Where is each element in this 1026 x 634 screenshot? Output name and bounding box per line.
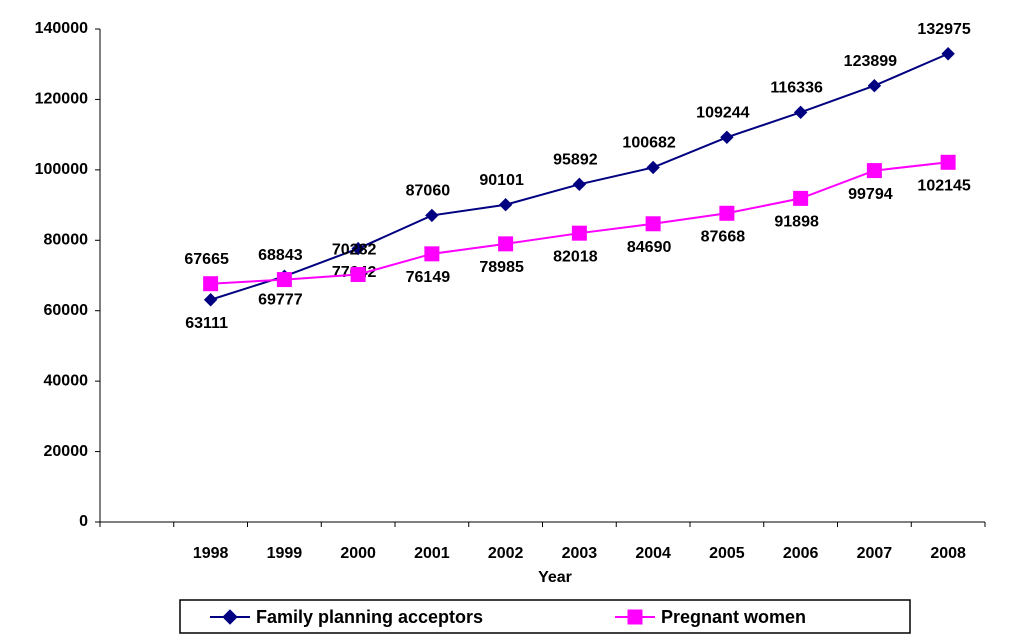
marker bbox=[646, 160, 660, 175]
x-tick-label: 2005 bbox=[709, 545, 745, 562]
data-label: 102145 bbox=[917, 178, 970, 195]
marker bbox=[572, 177, 587, 192]
marker bbox=[276, 272, 292, 288]
legend-marker bbox=[627, 609, 643, 625]
data-label: 123899 bbox=[844, 53, 897, 70]
data-label: 82018 bbox=[553, 248, 598, 265]
marker bbox=[793, 190, 809, 206]
marker bbox=[940, 154, 956, 170]
x-tick-label: 2007 bbox=[857, 545, 893, 562]
data-label: 99794 bbox=[848, 186, 893, 203]
marker bbox=[720, 130, 734, 145]
y-tick-label: 60000 bbox=[44, 302, 89, 319]
marker bbox=[424, 246, 440, 262]
marker bbox=[203, 293, 218, 307]
marker bbox=[719, 205, 735, 221]
x-tick-label: 2002 bbox=[488, 545, 524, 562]
x-tick-label: 2004 bbox=[635, 545, 671, 562]
marker bbox=[425, 208, 439, 223]
y-tick-label: 40000 bbox=[44, 372, 89, 389]
data-label: 63111 bbox=[185, 315, 228, 332]
data-label: 67665 bbox=[184, 251, 229, 268]
marker bbox=[941, 47, 955, 61]
x-tick-label: 1999 bbox=[267, 545, 303, 562]
data-label: 69777 bbox=[258, 292, 303, 309]
marker bbox=[793, 105, 808, 120]
x-tick-label: 2001 bbox=[414, 545, 450, 562]
y-tick-label: 20000 bbox=[44, 443, 89, 460]
data-label: 132975 bbox=[917, 21, 970, 38]
x-tick-label: 2006 bbox=[783, 545, 819, 562]
data-label: 76149 bbox=[406, 269, 451, 286]
x-tick-label: 2000 bbox=[340, 545, 376, 562]
data-label: 68843 bbox=[258, 247, 303, 264]
y-tick-label: 140000 bbox=[35, 20, 88, 37]
data-label: 116336 bbox=[770, 80, 823, 97]
x-tick-label: 1998 bbox=[193, 545, 229, 562]
marker bbox=[866, 163, 882, 179]
marker bbox=[867, 78, 882, 93]
y-tick-label: 100000 bbox=[35, 161, 88, 178]
marker bbox=[350, 267, 366, 283]
data-label: 100682 bbox=[622, 135, 675, 152]
data-label: 70282 bbox=[332, 242, 377, 259]
data-label: 109244 bbox=[696, 105, 749, 122]
y-tick-label: 0 bbox=[79, 513, 88, 530]
marker bbox=[351, 241, 365, 256]
marker bbox=[645, 216, 661, 232]
legend-label: Pregnant women bbox=[661, 607, 806, 627]
marker bbox=[498, 198, 513, 212]
legend-box bbox=[179, 599, 911, 634]
y-tick-label: 80000 bbox=[44, 232, 89, 249]
data-label: 87668 bbox=[701, 229, 746, 246]
y-tick-label: 120000 bbox=[35, 91, 88, 108]
data-label: 78985 bbox=[479, 259, 524, 276]
data-label: 95892 bbox=[553, 152, 598, 169]
marker bbox=[571, 225, 587, 241]
marker bbox=[498, 236, 514, 252]
data-label: 90101 bbox=[479, 172, 524, 189]
data-label: 91898 bbox=[774, 214, 819, 231]
legend-label: Family planning acceptors bbox=[256, 607, 483, 627]
data-label: 84690 bbox=[627, 239, 672, 256]
x-tick-label: 2003 bbox=[562, 545, 598, 562]
legend-marker bbox=[222, 609, 238, 625]
x-axis-label: Year bbox=[538, 569, 572, 586]
marker bbox=[203, 276, 219, 292]
data-label: 87060 bbox=[406, 183, 451, 200]
x-tick-label: 2008 bbox=[930, 545, 966, 562]
